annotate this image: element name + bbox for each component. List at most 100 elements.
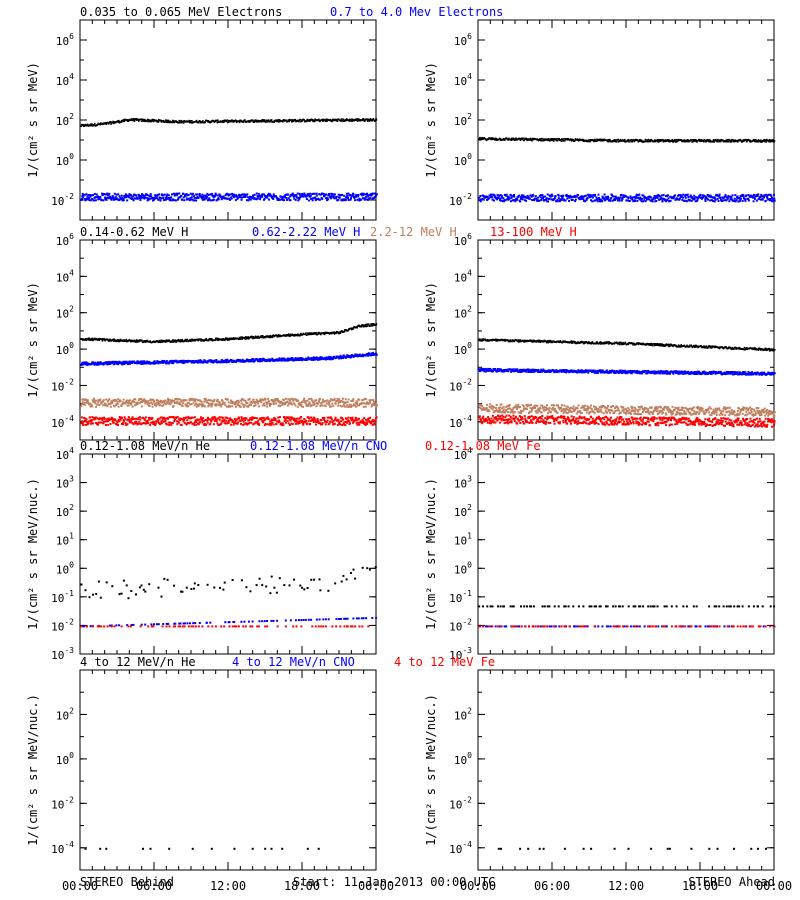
data-point bbox=[331, 195, 334, 198]
data-point bbox=[255, 400, 258, 403]
data-point bbox=[510, 194, 513, 197]
data-point bbox=[226, 417, 229, 420]
data-point bbox=[201, 405, 204, 408]
data-point bbox=[499, 197, 502, 200]
data-point bbox=[278, 198, 281, 201]
data-point bbox=[192, 192, 195, 195]
data-point bbox=[257, 402, 260, 405]
data-point bbox=[162, 361, 165, 364]
data-point bbox=[207, 399, 210, 401]
data-point bbox=[143, 119, 145, 121]
data-point bbox=[316, 420, 319, 423]
data-point bbox=[730, 195, 732, 198]
data-point bbox=[266, 196, 269, 199]
data-point bbox=[287, 119, 290, 121]
data-point bbox=[642, 194, 645, 197]
data-point bbox=[181, 418, 184, 421]
data-point bbox=[188, 119, 190, 122]
data-point bbox=[366, 192, 368, 195]
data-point bbox=[160, 416, 163, 419]
data-point bbox=[373, 400, 375, 403]
data-point bbox=[178, 339, 181, 342]
data-point bbox=[560, 140, 563, 142]
data-point bbox=[375, 323, 378, 325]
data-point bbox=[102, 400, 105, 403]
data-point bbox=[268, 358, 271, 361]
data-point bbox=[236, 197, 239, 200]
data-point bbox=[276, 398, 279, 400]
data-point bbox=[101, 419, 104, 422]
data-point bbox=[336, 120, 339, 122]
data-point bbox=[190, 120, 192, 122]
data-point bbox=[165, 423, 168, 426]
data-point bbox=[185, 416, 188, 419]
data-point bbox=[224, 197, 227, 200]
data-point bbox=[95, 416, 98, 419]
data-point bbox=[209, 418, 212, 421]
data-point bbox=[219, 423, 222, 426]
data-point bbox=[479, 200, 482, 203]
data-point bbox=[154, 422, 157, 425]
data-point bbox=[344, 329, 347, 331]
data-point bbox=[724, 195, 727, 198]
data-point bbox=[324, 332, 327, 335]
data-point bbox=[232, 423, 235, 426]
data-point bbox=[244, 404, 247, 407]
data-point bbox=[234, 421, 237, 424]
data-point bbox=[703, 140, 705, 143]
data-point bbox=[287, 422, 290, 425]
data-point bbox=[158, 402, 160, 405]
data-point bbox=[268, 422, 271, 425]
data-point bbox=[132, 199, 135, 202]
data-point bbox=[326, 120, 328, 122]
data-point bbox=[105, 121, 107, 124]
data-point bbox=[275, 399, 278, 402]
data-point bbox=[195, 421, 198, 423]
data-point bbox=[527, 195, 530, 198]
data-point bbox=[653, 195, 656, 197]
data-point bbox=[109, 422, 112, 425]
data-point bbox=[165, 198, 167, 201]
data-point bbox=[365, 398, 368, 401]
data-point bbox=[307, 404, 309, 407]
data-point bbox=[624, 195, 627, 198]
data-point bbox=[358, 354, 361, 357]
data-point bbox=[618, 198, 621, 200]
data-point bbox=[153, 196, 156, 199]
data-point bbox=[114, 399, 117, 402]
data-point bbox=[639, 196, 642, 199]
data-point bbox=[117, 405, 120, 408]
data-point bbox=[98, 417, 101, 420]
data-point bbox=[744, 199, 747, 202]
data-point bbox=[133, 193, 136, 196]
data-point bbox=[157, 198, 160, 201]
data-point bbox=[138, 194, 141, 197]
data-point bbox=[252, 337, 254, 340]
data-point bbox=[709, 199, 712, 202]
data-point bbox=[721, 200, 724, 202]
data-point bbox=[173, 121, 175, 124]
data-point bbox=[374, 196, 377, 198]
data-point bbox=[594, 199, 597, 202]
data-point bbox=[293, 335, 295, 337]
data-point bbox=[227, 337, 230, 340]
data-point bbox=[116, 402, 119, 405]
data-point bbox=[202, 404, 205, 407]
data-point bbox=[170, 423, 173, 426]
data-point bbox=[735, 199, 738, 202]
data-point bbox=[729, 140, 732, 142]
data-point bbox=[358, 197, 361, 200]
data-point bbox=[163, 120, 166, 123]
data-point bbox=[481, 138, 483, 140]
data-point bbox=[261, 119, 263, 121]
data-point bbox=[300, 193, 303, 195]
data-point bbox=[273, 335, 276, 338]
data-point bbox=[262, 335, 264, 337]
data-point bbox=[556, 139, 559, 142]
data-point bbox=[147, 422, 150, 425]
data-point bbox=[513, 138, 516, 140]
data-point bbox=[252, 417, 255, 419]
data-point bbox=[737, 200, 740, 203]
data-point bbox=[197, 196, 200, 199]
data-point bbox=[633, 139, 635, 141]
